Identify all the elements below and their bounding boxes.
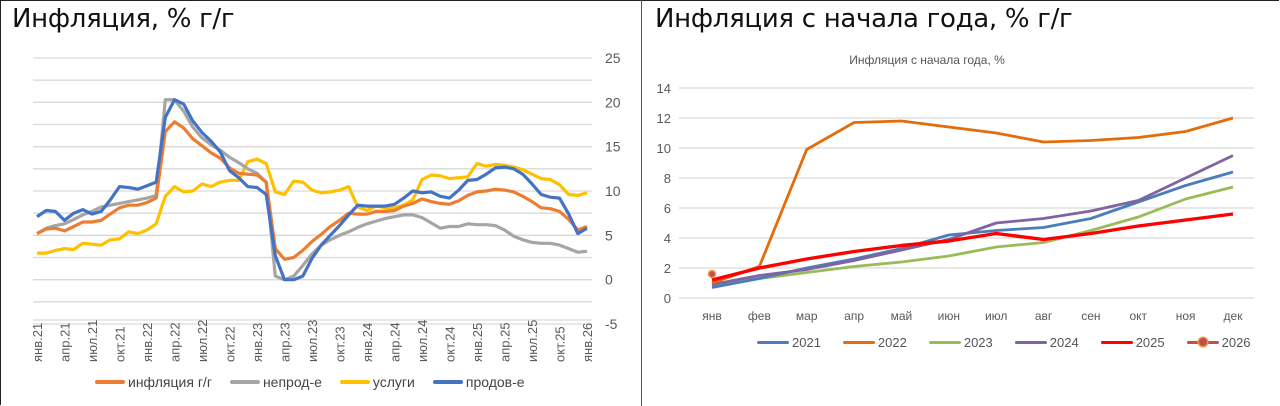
legend-item-services: услуги (339, 374, 415, 390)
x-tick-label: май (891, 309, 913, 323)
left-chart-legend: инфляция г/г непрод-е услуги продов-е (95, 374, 525, 390)
legend-label: 2026 (1221, 335, 1251, 350)
x-tick-label: мар (796, 309, 818, 323)
legend-item-2024: 2024 (1014, 335, 1079, 350)
x-tick-label: янв.25 (470, 323, 485, 362)
legend-item-food: продов-е (432, 374, 525, 390)
x-tick-label: янв (702, 309, 722, 323)
x-tick-label: апр.25 (498, 322, 513, 362)
y-tick-label: 6 (664, 201, 671, 216)
right-chart-legend: 2021 2022 2023 2024 2025 2026 (757, 335, 1251, 350)
legend-swatch-food (432, 380, 463, 384)
legend-label: инфляция г/г (128, 374, 212, 390)
y-tick-label: 12 (657, 111, 671, 126)
x-tick-label: окт.21 (113, 326, 128, 362)
yoy-inflation-chart: -5 0 5 10 15 20 25 янв.21 апр.21 июл.21 окт.21 янв.… (30, 50, 621, 362)
legend-swatch-2026 (1186, 338, 1219, 346)
legend-swatch-inflation (95, 380, 125, 384)
series-line (711, 154, 1234, 286)
y-tick-label: 4 (664, 231, 671, 246)
legend-label: продов-е (465, 374, 525, 390)
right-chart-title: Инфляция с начала года, % (849, 53, 1005, 67)
x-tick-label: фев (748, 309, 771, 323)
series-marker-2026 (707, 269, 717, 279)
x-tick-label: дек (1224, 309, 1244, 323)
x-tick-label: июл (985, 309, 1007, 323)
y-tick-label: 8 (664, 171, 671, 186)
x-tick-label: апр.24 (388, 322, 403, 362)
series-line (37, 157, 588, 255)
x-tick-label: авг (1035, 309, 1053, 323)
x-tick-label: янв.26 (580, 323, 595, 362)
x-tick-label: сен (1081, 309, 1100, 323)
legend-swatch-2022 (842, 341, 875, 344)
legend-item-inflation: инфляция г/г (95, 374, 212, 390)
x-tick-label: апр.22 (168, 322, 183, 362)
legend-item-2022: 2022 (842, 335, 907, 350)
x-tick-label: июл.21 (85, 320, 100, 362)
legend-label: 2021 (792, 335, 821, 350)
y-tick-label: 25 (605, 50, 621, 66)
x-tick-label: окт.22 (223, 326, 238, 362)
series-line (711, 185, 1234, 288)
ytd-inflation-chart: 0 2 4 6 8 10 12 14 янв фев мар апр май июн июл авг сен ок… (657, 81, 1254, 323)
legend-item-2023: 2023 (928, 335, 993, 350)
y-tick-label: 15 (605, 139, 621, 155)
x-tick-label: апр (844, 309, 864, 323)
x-tick-label: окт.25 (553, 326, 568, 362)
legend-item-2025: 2025 (1100, 335, 1165, 350)
legend-swatch-2024 (1014, 341, 1047, 344)
legend-label: услуги (372, 374, 415, 390)
legend-item-2021: 2021 (757, 335, 821, 350)
legend-label: непрод-е (262, 374, 322, 390)
right-panel-title: Инфляция с начала года, % г/г (655, 4, 1073, 34)
legend-label: 2025 (1135, 335, 1165, 350)
x-tick-label: окт (1129, 309, 1147, 323)
x-tick-label: янв.21 (30, 323, 45, 362)
x-tick-label: июл.25 (525, 320, 540, 362)
x-tick-label: июл.22 (195, 320, 210, 362)
x-tick-label: апр.21 (58, 322, 73, 362)
y-tick-label: 20 (605, 94, 621, 110)
x-tick-label: янв.24 (360, 323, 375, 362)
legend-swatch-2021 (757, 341, 789, 344)
panel-divider (641, 0, 642, 406)
legend-label: 2024 (1049, 335, 1079, 350)
series-line (711, 212, 1234, 282)
series-line (36, 120, 588, 261)
x-tick-label: апр.23 (278, 322, 293, 362)
legend-swatch-services (339, 380, 370, 384)
x-tick-label: июл.23 (305, 320, 320, 362)
y-tick-label: 0 (605, 272, 613, 288)
x-tick-label: окт.24 (443, 326, 458, 362)
legend-label: 2022 (877, 335, 907, 350)
left-panel-title: Инфляция, % г/г (12, 4, 235, 34)
x-tick-label: ноя (1176, 309, 1196, 323)
x-tick-label: окт.23 (333, 326, 348, 362)
x-tick-label: июн (938, 309, 960, 323)
legend-swatch-nonfood (229, 380, 260, 384)
y-tick-label: 10 (657, 141, 671, 156)
legend-item-2026: 2026 (1186, 335, 1251, 350)
y-tick-label: 10 (605, 183, 621, 199)
series-line (36, 98, 588, 282)
legend-label: 2023 (963, 335, 993, 350)
series-line (711, 116, 1234, 285)
x-tick-label: янв.23 (250, 323, 265, 362)
series-line (36, 98, 588, 282)
legend-swatch-2025 (1100, 341, 1133, 344)
y-tick-label: 14 (657, 81, 671, 96)
legend-item-nonfood: непрод-е (229, 374, 322, 390)
x-tick-label: янв.22 (140, 323, 155, 362)
y-tick-label: -5 (605, 316, 618, 332)
y-tick-label: 5 (605, 227, 613, 243)
y-tick-label: 2 (664, 261, 671, 276)
x-tick-label: июл.24 (415, 320, 430, 362)
legend-swatch-2023 (928, 341, 961, 344)
y-tick-label: 0 (664, 291, 671, 306)
